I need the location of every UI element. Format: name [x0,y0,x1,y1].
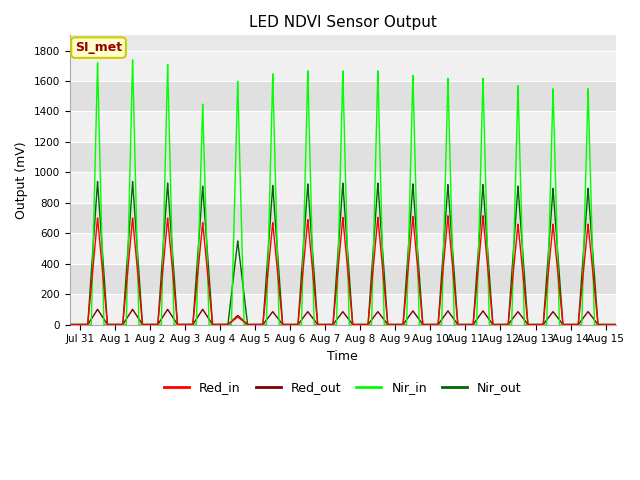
Bar [70,142,616,172]
Bar [70,111,616,142]
X-axis label: Time: Time [328,350,358,363]
Bar [70,172,616,203]
Bar [70,203,616,233]
Bar [70,294,616,324]
Bar [70,50,616,81]
Y-axis label: Output (mV): Output (mV) [15,141,28,219]
Bar [70,81,616,111]
Title: LED NDVI Sensor Output: LED NDVI Sensor Output [249,15,436,30]
Legend: Red_in, Red_out, Nir_in, Nir_out: Red_in, Red_out, Nir_in, Nir_out [159,376,527,399]
Text: SI_met: SI_met [75,41,122,54]
Bar [70,233,616,264]
Bar [70,264,616,294]
